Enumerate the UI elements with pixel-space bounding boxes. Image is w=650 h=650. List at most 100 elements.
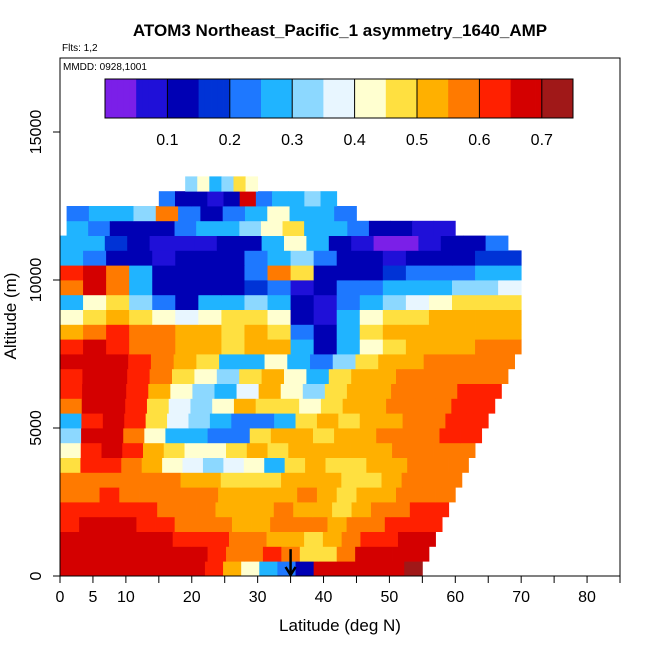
heatmap-cell — [152, 265, 176, 281]
heatmap-cell — [267, 206, 290, 222]
colorbar-segment — [342, 79, 349, 118]
colorbar-segment — [129, 79, 137, 118]
heatmap-cell — [220, 472, 242, 488]
heatmap-cell — [498, 309, 522, 325]
heatmap-cell — [359, 250, 384, 266]
heatmap-cell — [378, 354, 402, 370]
heatmap-cell — [287, 354, 311, 370]
heatmap-cell — [100, 457, 122, 473]
heatmap-cell — [288, 442, 310, 458]
colorbar-segment — [360, 79, 368, 118]
heatmap-cell — [106, 280, 130, 296]
heatmap-cell — [306, 235, 330, 251]
heatmap-cell — [316, 413, 339, 429]
heatmap-cell — [249, 428, 272, 444]
chart-title: ATOM3 Northeast_Pacific_1 asymmetry_1640… — [133, 21, 547, 40]
x-axis: 0 5 10 20 30 40 50 60 70 80 — [56, 576, 621, 606]
heatmap-cell — [498, 265, 522, 281]
heatmap-cell — [428, 339, 453, 355]
heatmap-cell — [255, 398, 278, 414]
heatmap-cell — [96, 546, 116, 562]
heatmap-cell — [96, 561, 115, 577]
heatmap-cell — [172, 531, 192, 547]
heatmap-cell — [485, 368, 509, 384]
heatmap-cell — [60, 516, 80, 532]
heatmap-cell — [80, 472, 101, 488]
heatmap-cell — [104, 383, 127, 399]
heatmap-cell — [405, 280, 430, 296]
heatmap-cell — [175, 280, 199, 296]
colorbar-segment — [242, 79, 249, 118]
x-tick-label: 80 — [578, 589, 596, 606]
heatmap-cell — [396, 368, 419, 384]
heatmap-cell — [196, 354, 220, 370]
heatmap-cell — [405, 339, 430, 355]
heatmap-cell — [382, 280, 407, 296]
heatmap-cell — [243, 457, 265, 473]
colorbar-segment — [554, 79, 561, 118]
heatmap-cell — [106, 309, 130, 325]
heatmap-cell — [60, 502, 80, 518]
heatmap-cell — [299, 546, 319, 562]
heatmap-cell — [338, 413, 361, 429]
heatmap-cell — [370, 502, 391, 518]
colorbar-segment — [516, 79, 524, 118]
heatmap-cell — [382, 324, 407, 340]
heatmap-cell — [223, 191, 241, 207]
heatmap-cell — [60, 265, 84, 281]
heatmap-cell — [190, 398, 213, 414]
colorbar-segment — [548, 79, 555, 118]
heatmap-cell — [170, 546, 190, 562]
y-tick-label: 15000 — [28, 110, 45, 155]
heatmap-cell — [452, 309, 476, 325]
heatmap-cell — [359, 413, 382, 429]
heatmap-cell — [192, 383, 215, 399]
heatmap-cell — [331, 561, 351, 577]
heatmap-cell — [207, 546, 227, 562]
heatmap-cell — [412, 220, 435, 236]
heatmap-cell — [175, 339, 199, 355]
x-tick-label: 50 — [381, 589, 399, 606]
heatmap-cell — [334, 206, 357, 222]
heatmap-cell — [173, 354, 197, 370]
heatmap-cell — [407, 398, 430, 414]
heatmap-cell — [424, 413, 446, 429]
colorbar: 0.1 0.2 0.3 0.4 0.5 0.6 0.7 — [104, 78, 574, 149]
heatmap-cell — [428, 265, 453, 281]
heatmap-cell — [412, 442, 434, 458]
colorbar-segment — [298, 79, 306, 118]
heatmap-cell — [301, 472, 322, 488]
dates-label: MMDD: 0928,1001 — [63, 62, 147, 73]
heatmap-cell — [175, 250, 199, 266]
heatmap-cell — [175, 309, 199, 325]
heatmap-cell — [60, 413, 82, 429]
heatmap-cell — [452, 294, 476, 310]
flights-label: Flts: 1,2 — [62, 43, 98, 54]
colorbar-segment — [398, 79, 405, 118]
heatmap-cell — [282, 220, 305, 236]
heatmap-cell — [498, 280, 522, 296]
heatmap-cell — [104, 235, 128, 251]
heatmap-cell — [202, 457, 224, 473]
heatmap-cell — [415, 487, 436, 503]
heatmap-cell — [491, 354, 515, 370]
heatmap-cell — [313, 339, 338, 355]
heatmap-cell — [215, 502, 236, 518]
heatmap-cell — [404, 561, 423, 577]
heatmap-cell — [152, 339, 176, 355]
heatmap-cell — [198, 280, 222, 296]
heatmap-cell — [231, 413, 254, 429]
heatmap-cell — [205, 442, 227, 458]
colorbar-segment — [448, 79, 455, 118]
heatmap-cell — [124, 413, 147, 429]
heatmap-cell — [376, 487, 397, 503]
heatmap-cell — [332, 354, 356, 370]
colorbar-segment — [198, 79, 206, 118]
heatmap-cell — [221, 324, 245, 340]
heatmap-cell — [264, 457, 286, 473]
colorbar-segment — [211, 79, 218, 118]
heatmap-cell — [60, 368, 83, 384]
heatmap-cell — [149, 368, 173, 384]
heatmap-cell — [168, 398, 191, 414]
heatmap-cell — [60, 398, 83, 414]
